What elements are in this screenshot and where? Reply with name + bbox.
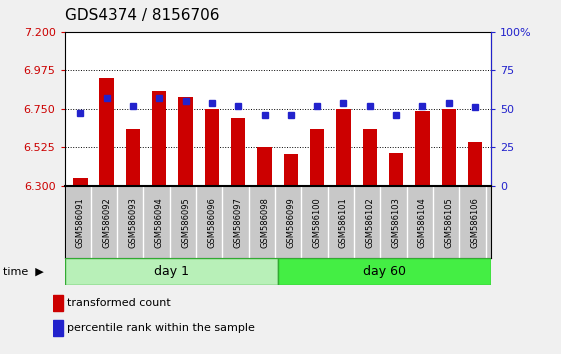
Text: GSM586102: GSM586102	[365, 197, 374, 247]
Text: GSM586097: GSM586097	[234, 197, 243, 247]
Text: GSM586091: GSM586091	[76, 197, 85, 247]
Text: time  ▶: time ▶	[3, 267, 44, 277]
Text: GSM586092: GSM586092	[102, 197, 111, 247]
Text: GSM586098: GSM586098	[260, 197, 269, 247]
Bar	[257, 147, 272, 186]
Bar	[126, 129, 140, 186]
Text: GSM586093: GSM586093	[128, 197, 137, 247]
Text: day 60: day 60	[363, 265, 406, 278]
Bar	[53, 295, 63, 311]
Text: GSM586096: GSM586096	[208, 197, 217, 247]
Bar	[310, 129, 324, 186]
Text: GSM586101: GSM586101	[339, 197, 348, 247]
Bar	[178, 97, 193, 186]
Text: GSM586094: GSM586094	[155, 197, 164, 247]
Bar	[362, 129, 377, 186]
Bar	[73, 178, 88, 186]
Bar	[231, 118, 246, 186]
Bar	[468, 142, 482, 186]
Text: GSM586105: GSM586105	[444, 197, 453, 247]
Bar	[278, 258, 491, 285]
Text: GSM586100: GSM586100	[312, 197, 321, 247]
Bar	[205, 109, 219, 186]
Bar	[284, 154, 298, 186]
Bar	[389, 153, 403, 186]
Text: day 1: day 1	[154, 265, 188, 278]
Bar	[65, 258, 278, 285]
Text: GSM586103: GSM586103	[392, 197, 401, 247]
Bar	[442, 109, 456, 186]
Text: GDS4374 / 8156706: GDS4374 / 8156706	[65, 8, 219, 23]
Bar	[415, 110, 430, 186]
Text: GSM586095: GSM586095	[181, 197, 190, 247]
Bar	[152, 91, 167, 186]
Text: GSM586099: GSM586099	[286, 197, 295, 247]
Text: GSM586104: GSM586104	[418, 197, 427, 247]
Text: GSM586106: GSM586106	[471, 197, 480, 247]
Text: transformed count: transformed count	[67, 298, 171, 308]
Bar	[336, 109, 351, 186]
Bar	[99, 78, 114, 186]
Text: percentile rank within the sample: percentile rank within the sample	[67, 323, 255, 333]
Bar	[53, 320, 63, 336]
